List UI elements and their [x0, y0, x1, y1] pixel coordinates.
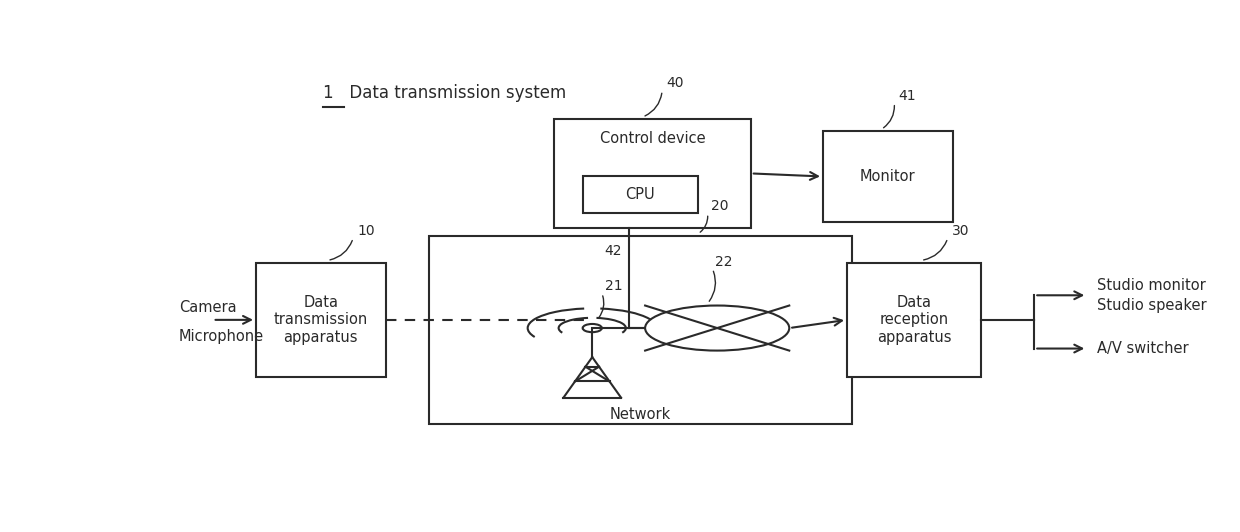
Bar	[255, 262, 386, 377]
Ellipse shape	[645, 305, 789, 351]
Text: A/V switcher: A/V switcher	[1096, 341, 1188, 356]
Text: 42: 42	[605, 244, 622, 258]
Text: Control device: Control device	[599, 131, 706, 146]
Text: 21: 21	[605, 279, 622, 293]
Text: 1   Data transmission system: 1 Data transmission system	[324, 84, 567, 102]
Bar	[429, 236, 852, 425]
Text: Studio speaker: Studio speaker	[1096, 298, 1207, 313]
Text: 20: 20	[712, 200, 729, 213]
Text: Camera: Camera	[179, 300, 237, 315]
Bar	[847, 262, 982, 377]
Text: Microphone: Microphone	[179, 329, 264, 344]
Bar	[554, 119, 751, 228]
Text: 41: 41	[898, 89, 915, 103]
Text: Data
reception
apparatus: Data reception apparatus	[877, 295, 951, 345]
Text: Studio monitor: Studio monitor	[1096, 278, 1205, 293]
Bar	[583, 177, 698, 213]
Text: 22: 22	[715, 255, 733, 269]
Bar	[823, 131, 952, 221]
Text: 10: 10	[357, 224, 374, 238]
Text: 40: 40	[666, 77, 683, 90]
Text: Network: Network	[610, 406, 671, 421]
Text: Monitor: Monitor	[861, 169, 915, 184]
Text: Data
transmission
apparatus: Data transmission apparatus	[274, 295, 368, 345]
Text: 30: 30	[951, 224, 970, 238]
Text: CPU: CPU	[625, 187, 655, 202]
